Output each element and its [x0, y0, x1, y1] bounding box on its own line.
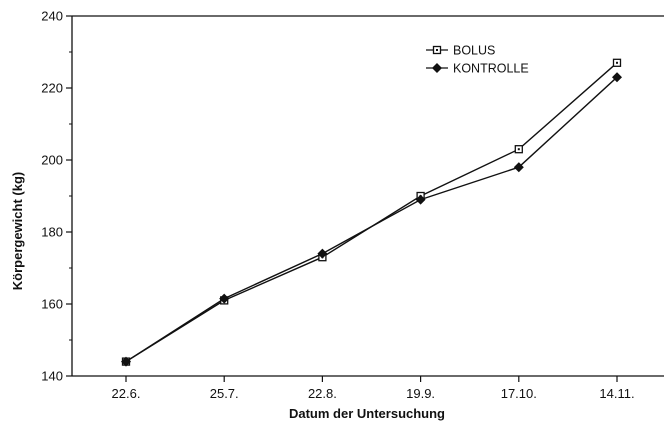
legend-label: KONTROLLE	[453, 62, 529, 76]
y-tick-label: 140	[41, 369, 63, 384]
data-point-kontrolle	[611, 72, 623, 83]
y-axis: 140 160 180 200 220 240	[41, 9, 72, 384]
legend-item-kontrolle: KONTROLLE	[426, 62, 529, 76]
series-line-bolus	[125, 62, 618, 363]
series-layer	[120, 58, 623, 367]
data-point-bolus-center	[517, 148, 520, 151]
legend-marker-center	[436, 49, 438, 51]
y-tick-label: 160	[41, 297, 63, 312]
y-tick-label: 180	[41, 225, 63, 240]
x-tick-label: 22.6.	[112, 386, 141, 401]
data-point-kontrolle	[219, 293, 230, 304]
legend: BOLUS KONTROLLE	[426, 44, 529, 76]
y-axis-title: Körpergewicht (kg)	[10, 172, 25, 290]
x-axis: 22.6. 25.7. 22.8. 19.9. 17.10. 14.11.	[112, 376, 635, 401]
legend-marker	[431, 62, 443, 74]
data-point-kontrolle	[415, 194, 426, 205]
legend-item-bolus: BOLUS	[426, 44, 495, 58]
x-tick-label: 17.10.	[501, 386, 537, 401]
legend-label: BOLUS	[453, 44, 495, 58]
plot-frame	[71, 15, 664, 377]
y-tick-label: 220	[41, 81, 63, 96]
x-tick-label: 25.7.	[210, 386, 239, 401]
x-tick-label: 14.11.	[599, 386, 634, 401]
series-kontrolle	[120, 72, 623, 367]
series-bolus	[121, 58, 622, 366]
series-line-kontrolle	[125, 76, 618, 363]
data-point-kontrolle	[317, 248, 328, 259]
data-point-bolus-center	[616, 61, 618, 64]
x-axis-title: Datum der Untersuchung	[289, 406, 445, 421]
data-point-kontrolle	[120, 356, 132, 367]
data-point-kontrolle	[513, 162, 524, 173]
x-tick-label: 22.8.	[308, 386, 337, 401]
x-tick-label: 19.9.	[406, 386, 435, 401]
y-tick-label: 200	[41, 153, 63, 168]
y-tick-label: 240	[41, 9, 63, 24]
